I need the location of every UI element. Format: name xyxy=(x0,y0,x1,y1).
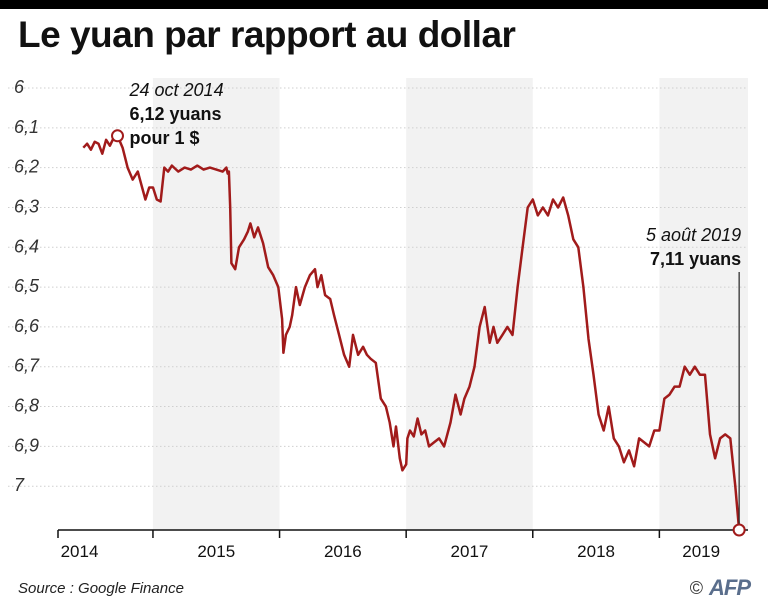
annotation-value-2014: 6,12 yuans xyxy=(130,104,222,124)
x-tick-label-year: 2017 xyxy=(451,542,489,561)
y-tick-label: 6,2 xyxy=(14,157,39,177)
y-tick-label: 6,8 xyxy=(14,396,39,416)
y-tick-label: 6,4 xyxy=(14,236,39,256)
x-tick-label-year: 2014 xyxy=(61,542,99,561)
y-tick-label: 6,1 xyxy=(14,117,39,137)
y-tick-label: 6,7 xyxy=(14,356,40,376)
y-tick-label: 7 xyxy=(14,475,25,495)
annotation-marker-2014 xyxy=(111,129,125,143)
shaded-year-band xyxy=(659,78,748,530)
x-tick-label-year: 2015 xyxy=(197,542,235,561)
chart-title: Le yuan par rapport au dollar xyxy=(18,14,516,55)
y-tick-label: 6,3 xyxy=(14,196,39,216)
shaded-year-band xyxy=(152,78,280,530)
y-tick-label: 6,9 xyxy=(14,435,39,455)
shaded-year-band xyxy=(406,78,533,530)
y-tick-label: 6,5 xyxy=(14,276,40,296)
x-tick-label-year: 2019 xyxy=(682,542,720,561)
annotation-extra-2014: pour 1 $ xyxy=(130,128,200,148)
afp-credit: © AFP xyxy=(689,575,751,601)
annotation-date-2014: 24 oct 2014 xyxy=(129,80,224,100)
source-note: Source : Google Finance xyxy=(18,580,184,597)
yuan-rate-series-line xyxy=(82,134,741,531)
top-black-bar xyxy=(0,0,768,9)
y-tick-label: 6,6 xyxy=(14,316,40,336)
annotation-date-2019: 5 août 2019 xyxy=(646,225,741,245)
annotation-marker-2019 xyxy=(732,523,746,537)
annotation-value-2019: 7,11 yuans xyxy=(650,249,741,269)
afp-logo: AFP xyxy=(709,575,751,600)
copyright-symbol: © xyxy=(689,577,703,598)
x-tick-label-year: 2018 xyxy=(577,542,615,561)
y-tick-label: 6 xyxy=(14,77,25,97)
x-tick-label-year: 2016 xyxy=(324,542,362,561)
